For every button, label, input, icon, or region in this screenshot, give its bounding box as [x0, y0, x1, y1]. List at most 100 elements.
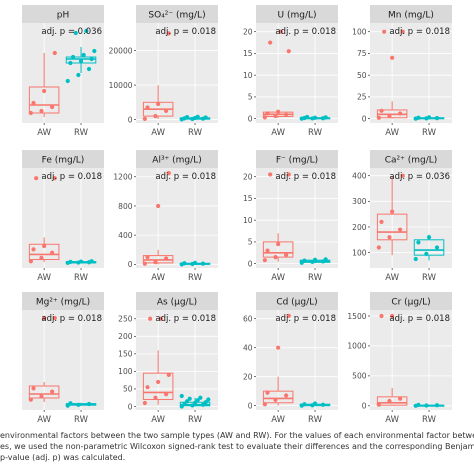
data-point [153, 114, 158, 119]
data-point [262, 402, 267, 407]
panel-title: Cd (μg/L) [276, 298, 317, 308]
y-tick-label: 500 [352, 372, 367, 381]
data-point [195, 398, 200, 403]
data-point [39, 108, 44, 114]
y-tick-label: 800 [118, 202, 133, 211]
panel-strip [256, 5, 338, 23]
data-point [434, 403, 440, 408]
data-point [278, 29, 283, 34]
data-point [400, 173, 405, 178]
data-point [379, 313, 384, 319]
y-tick-label: 20 [243, 372, 253, 381]
data-point [156, 379, 161, 385]
data-point [182, 261, 187, 266]
data-point [200, 402, 206, 407]
y-tick-label: 100 [118, 367, 133, 376]
data-point [262, 115, 267, 120]
data-point [182, 401, 187, 406]
x-tick-label: AW [271, 415, 285, 425]
x-tick-label: RW [74, 415, 89, 425]
y-tick-label: 400 [352, 171, 367, 180]
y-tick-label: 20 [243, 27, 253, 36]
data-point [390, 209, 395, 214]
panel-strip [256, 150, 338, 168]
x-tick-label: RW [308, 128, 323, 138]
data-point [273, 113, 278, 119]
data-point [164, 108, 169, 114]
data-point [413, 256, 418, 262]
caption-line-3: p-value (adj. p) was calculated. [0, 453, 126, 462]
data-point [265, 111, 270, 116]
data-point [28, 259, 33, 264]
panel-title: Al³⁺ (mg/L) [152, 156, 201, 166]
data-point [145, 105, 150, 110]
y-tick-label: 250 [118, 315, 133, 324]
panel-annotation: adj. p = 0.018 [155, 172, 216, 182]
data-point [200, 261, 206, 266]
panel-annotation: adj. p = 0.018 [41, 172, 102, 182]
x-tick-label: AW [151, 415, 165, 425]
panel-annotation: adj. p = 0.018 [41, 314, 102, 324]
panel-strip [22, 150, 104, 168]
data-point [78, 259, 84, 264]
data-point [192, 400, 198, 406]
data-point [42, 88, 47, 94]
panel-background [256, 310, 338, 410]
panel-background [256, 168, 338, 268]
y-tick-label: 100 [352, 27, 367, 36]
panel-strip [136, 5, 218, 23]
y-tick-label: 1000 [347, 342, 366, 351]
data-point [387, 398, 392, 404]
data-point [50, 250, 55, 255]
panel-title: Mg²⁺ (mg/L) [36, 298, 90, 308]
data-point [166, 372, 171, 378]
box-RW [413, 239, 445, 256]
data-point [50, 104, 55, 110]
y-tick-label: 200 [118, 332, 133, 341]
data-point [31, 386, 36, 391]
data-point [52, 176, 57, 181]
y-tick-label: 0 [128, 115, 133, 124]
data-point [73, 30, 78, 36]
y-tick-label: 100 [352, 248, 367, 257]
panel-title: Cr (μg/L) [391, 298, 430, 308]
data-point [86, 401, 92, 407]
y-tick-label: 10000 [109, 81, 133, 90]
data-point [148, 316, 153, 321]
data-point [31, 100, 36, 106]
data-point [142, 116, 147, 121]
data-point [286, 172, 291, 177]
data-point [92, 48, 97, 54]
panel-title: Fe (mg/L) [42, 156, 85, 166]
y-tick-label: 0 [362, 114, 367, 123]
x-tick-label: RW [422, 128, 437, 138]
y-tick-label: 10 [243, 216, 253, 225]
panel-annotation: adj. p = 0.018 [275, 27, 336, 37]
data-point [89, 56, 94, 62]
y-tick-label: 75 [357, 49, 367, 58]
data-point [39, 255, 44, 260]
data-point [284, 252, 289, 258]
data-point [76, 402, 81, 407]
data-point [312, 115, 318, 120]
data-point [179, 404, 184, 409]
data-point [203, 400, 208, 405]
x-tick-label: AW [151, 128, 165, 138]
x-tick-label: AW [37, 128, 51, 138]
data-point [81, 52, 86, 58]
data-point [68, 401, 73, 406]
data-point [276, 345, 281, 350]
panel-background [256, 23, 338, 123]
y-tick-label: 5 [248, 238, 253, 247]
x-tick-label: RW [308, 273, 323, 283]
box-AW [28, 385, 60, 399]
panel-annotation: adj. p = 0.018 [389, 27, 450, 37]
y-tick-label: 20 [243, 172, 253, 181]
panel-background [22, 23, 104, 123]
y-tick-label: 0 [248, 114, 253, 123]
panel-strip [370, 150, 452, 168]
panel-title: SO₄²⁻ (mg/L) [148, 11, 205, 21]
panel-11: Cr (μg/L) 0 500 1000 1500 adj. p = 0.018 AW RW [347, 292, 452, 425]
data-point [387, 235, 392, 240]
figure-caption: environmental factors between the two sa… [0, 430, 474, 463]
